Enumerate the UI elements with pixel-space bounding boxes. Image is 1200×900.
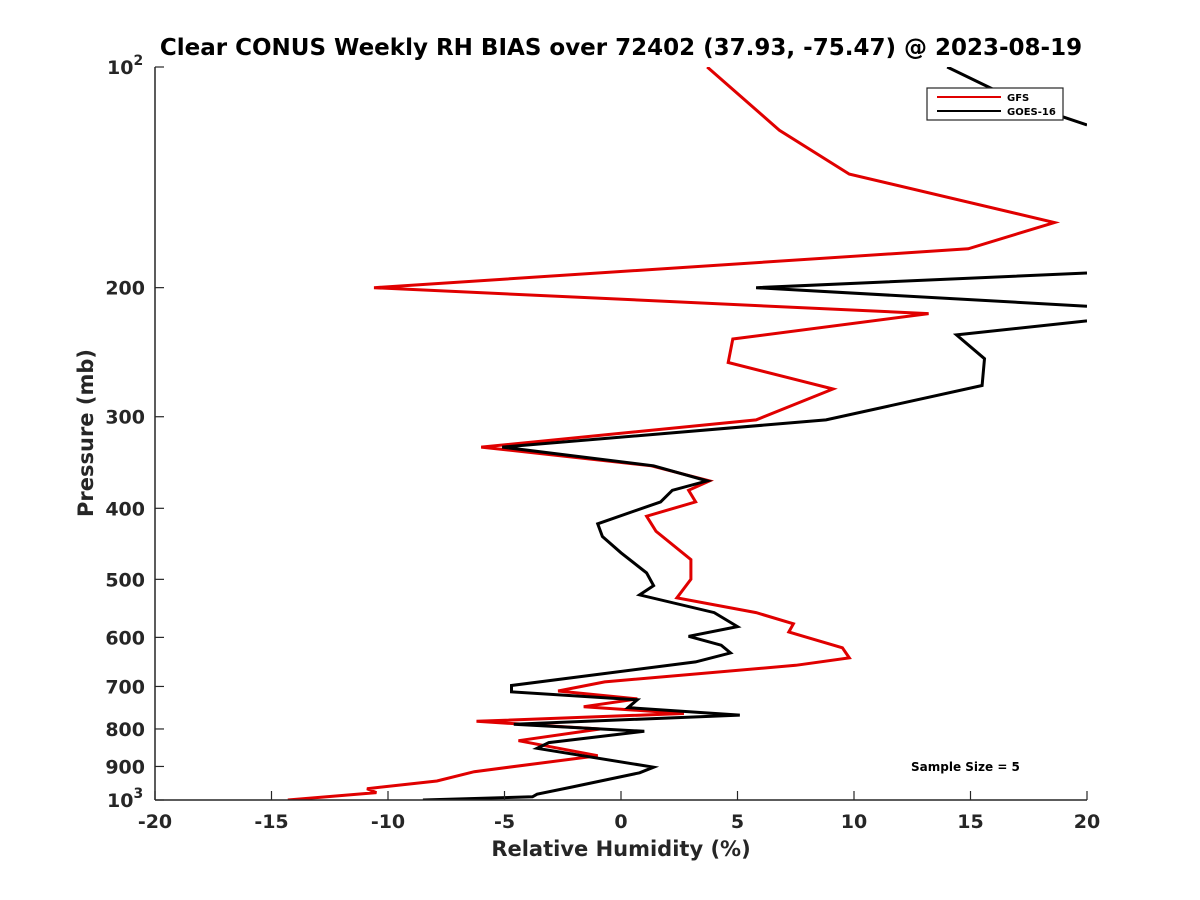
x-tick-label: 0 [614, 811, 627, 833]
x-tick-label: 15 [957, 811, 983, 833]
series-line-goes16 [422, 67, 1087, 800]
legend: GFS GOES-16 [926, 87, 1064, 121]
x-tick-label: -20 [138, 811, 172, 833]
x-tick-label: 20 [1074, 811, 1100, 833]
x-tick-label: -5 [494, 811, 515, 833]
y-tick-label: 800 [105, 719, 145, 741]
y-tick-label: 102 [107, 53, 143, 79]
legend-label-gfs: GFS [1007, 93, 1029, 104]
legend-box [926, 87, 1064, 121]
y-tick-label: 900 [105, 756, 145, 778]
series-line-gfs [287, 67, 1061, 800]
y-tick-label: 500 [105, 569, 145, 591]
x-tick-label: -10 [371, 811, 405, 833]
y-tick-label: 700 [105, 676, 145, 698]
y-tick-label: 200 [105, 278, 145, 300]
y-tick-label: 103 [107, 786, 143, 812]
x-ticks: -20 -15 -10 -5 0 5 10 15 20 [138, 791, 1100, 833]
y-tick-label: 300 [105, 407, 145, 429]
series-layer [287, 67, 1087, 800]
y-tick-label: 400 [105, 498, 145, 520]
y-tick-label: 600 [105, 627, 145, 649]
chart-title: Clear CONUS Weekly RH BIAS over 72402 (3… [160, 35, 1082, 61]
y-ticks: 102 200 300 400 500 600 700 800 900 103 [105, 53, 164, 812]
sample-size-annotation: Sample Size = 5 [911, 760, 1020, 774]
x-axis-label: Relative Humidity (%) [491, 837, 750, 861]
x-tick-label: 10 [841, 811, 867, 833]
legend-label-goes16: GOES-16 [1007, 107, 1056, 118]
x-tick-label: 5 [731, 811, 744, 833]
y-axis-label: Pressure (mb) [74, 349, 98, 517]
x-tick-label: -15 [254, 811, 288, 833]
